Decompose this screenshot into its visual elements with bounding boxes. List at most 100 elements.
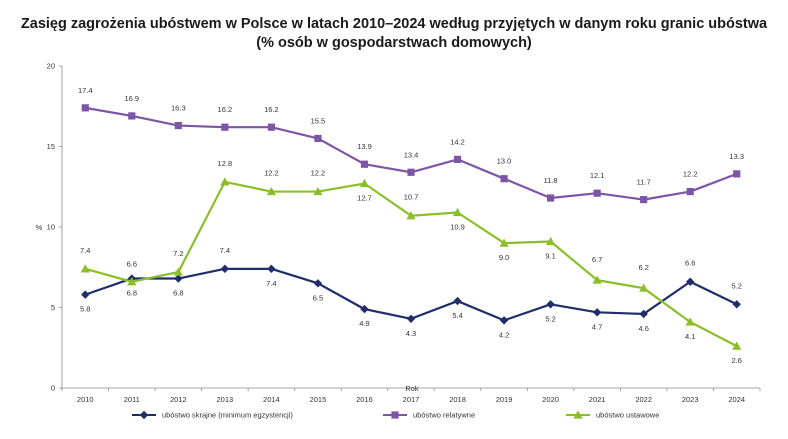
data-point — [173, 267, 183, 276]
data-label: 16.3 — [171, 104, 186, 113]
legend-label: ubóstwo ustawowe — [596, 411, 659, 420]
series-group — [80, 104, 742, 350]
data-label: 9.1 — [545, 251, 555, 260]
data-point — [360, 304, 369, 314]
data-point — [360, 160, 369, 168]
x-tick-label: 2020 — [542, 395, 559, 404]
data-point — [128, 112, 136, 120]
data-point — [685, 317, 695, 326]
data-point — [407, 168, 415, 176]
legend-marker — [391, 411, 399, 419]
data-label: 6.7 — [592, 255, 602, 264]
data-point — [686, 277, 695, 286]
x-tick-label: 2013 — [217, 395, 234, 404]
data-point — [546, 300, 555, 309]
data-point — [220, 264, 230, 274]
y-tick-label: 15 — [47, 142, 55, 151]
data-label: 5.4 — [452, 311, 462, 320]
data-point — [313, 279, 323, 288]
x-tick-label: 2015 — [310, 395, 327, 404]
data-label: 15.5 — [311, 116, 326, 125]
x-tick-label: 2024 — [728, 395, 745, 404]
data-point — [499, 316, 509, 325]
data-point — [500, 175, 508, 183]
data-label: 7.4 — [220, 246, 230, 255]
x-tick-label: 2019 — [496, 395, 513, 404]
data-point — [732, 300, 741, 309]
data-point — [733, 170, 741, 178]
x-tick-label: 2012 — [170, 395, 187, 404]
data-point — [686, 187, 694, 196]
x-tick-label: 2018 — [449, 395, 466, 404]
data-label: 12.7 — [357, 194, 372, 203]
data-label: 17.4 — [78, 86, 93, 95]
data-label: 6.6 — [127, 260, 137, 269]
data-label: 11.7 — [637, 178, 651, 187]
data-label: 7.4 — [80, 246, 90, 255]
data-point — [220, 177, 230, 186]
data-point — [499, 238, 509, 247]
data-point — [732, 341, 742, 350]
data-point — [546, 236, 556, 246]
data-point — [453, 296, 462, 306]
data-label: 13.9 — [357, 142, 372, 151]
data-point — [267, 264, 276, 274]
chart-subtitle: (% osób w gospodarstwach domowych) — [256, 35, 532, 51]
data-point — [453, 155, 462, 163]
data-label: 2.6 — [732, 356, 742, 365]
data-label: 12.8 — [218, 159, 233, 168]
data-point — [640, 196, 648, 204]
x-tick-label: 2016 — [356, 395, 373, 404]
axes: 0 5 10 15 20 2010 2011 2012 2013 2014 2015 2016 2017… — [47, 62, 761, 404]
data-point — [593, 189, 601, 197]
data-point — [266, 186, 276, 196]
data-point — [174, 121, 182, 130]
data-point — [359, 178, 370, 188]
data-label: 12.2 — [683, 170, 698, 179]
data-point — [406, 314, 416, 323]
x-tick-label: 2011 — [124, 395, 140, 404]
x-tick-label: 2022 — [635, 395, 652, 404]
data-point — [81, 290, 90, 299]
data-label: 12.2 — [311, 169, 326, 178]
data-point — [174, 274, 183, 283]
data-label: 5.2 — [545, 314, 555, 323]
y-tick-label: 0 — [51, 384, 55, 393]
chart-title: Zasięg zagrożenia ubóstwem w Polsce w la… — [21, 16, 768, 32]
data-point — [639, 283, 649, 292]
legend-marker — [139, 410, 149, 420]
data-point — [313, 186, 323, 196]
data-label: 16.2 — [264, 105, 279, 114]
data-point — [314, 134, 322, 143]
legend: ubóstwo skrajne (minimum egzystencji) ubó… — [132, 410, 659, 420]
data-label: 16.9 — [124, 94, 139, 103]
y-axis-title: % — [36, 223, 43, 232]
data-label: 11.8 — [544, 176, 558, 185]
x-tick-label: 2021 — [589, 395, 606, 404]
data-label: 9.0 — [499, 253, 509, 262]
data-point — [81, 104, 89, 112]
data-label: 6.6 — [685, 259, 695, 268]
data-label: 4.6 — [638, 324, 648, 333]
data-label: 10.9 — [450, 223, 465, 232]
data-label: 6.8 — [127, 289, 137, 298]
data-label: 6.2 — [638, 263, 648, 272]
data-label: 4.1 — [685, 332, 695, 341]
x-tick-label: 2023 — [682, 395, 699, 404]
data-label: 10.7 — [404, 193, 419, 202]
data-label: 4.2 — [499, 330, 509, 339]
x-axis-title: Rok — [405, 384, 419, 393]
legend-marker — [573, 410, 583, 419]
legend-label: ubóstwo relatywne — [413, 411, 475, 420]
data-label: 13.4 — [404, 150, 419, 159]
data-label: 5.8 — [80, 305, 90, 314]
data-point — [127, 277, 137, 286]
data-label: 14.2 — [450, 137, 465, 146]
x-tick-label: 2010 — [77, 395, 94, 404]
data-label: 12.2 — [264, 169, 279, 178]
data-point — [547, 194, 555, 202]
data-point — [592, 308, 602, 317]
y-tick-label: 20 — [47, 62, 55, 71]
